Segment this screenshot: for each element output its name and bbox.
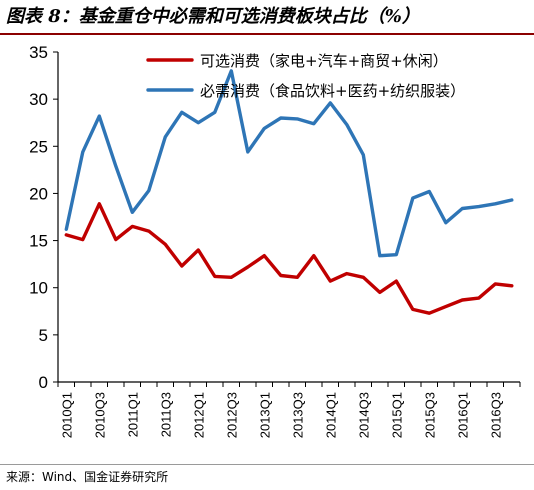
x-tick-label: 2010Q1 [59,392,74,438]
x-tick-label: 2012Q3 [224,392,239,438]
legend-label-2: 必需消费（食品饮料+医药+纺织服装） [200,82,465,100]
y-tick-label: 5 [39,326,48,345]
x-tick-label: 2016Q3 [488,392,503,438]
title-divider [0,33,534,35]
y-tick-label: 35 [29,43,48,62]
x-tick-label: 2012Q1 [191,392,206,438]
x-tick-label: 2013Q3 [290,392,305,438]
x-tick-label: 2010Q3 [92,392,107,438]
x-tick-label: 2015Q1 [389,392,404,438]
y-tick-label: 0 [39,373,48,392]
y-tick-label: 20 [29,184,48,203]
series-line-1 [64,202,514,315]
x-tick-label: 2016Q1 [455,392,470,438]
line-chart: 0 5 10 15 20 25 30 35 2010Q1 2010Q3 2011Q1 2011Q3 20… [29,43,521,438]
footer-divider [0,464,534,465]
x-tick-label: 2014Q3 [356,392,371,438]
chart-title: 图表 8：基金重仓中必需和可选消费板块占比（%） [6,6,420,27]
legend-label-1: 可选消费（家电+汽车+商贸+休闲） [200,52,448,70]
x-tick-label: 2014Q1 [323,392,338,438]
y-tick-label: 10 [29,279,48,298]
source-note: 来源：Wind、国金证券研究所 [6,470,169,484]
y-tick-label: 15 [29,232,48,251]
series-line-2 [64,69,514,258]
x-tick-label: 2013Q1 [257,392,272,438]
y-tick-label: 25 [29,137,48,156]
x-tick-label: 2011Q1 [125,392,140,437]
x-tick-label: 2015Q3 [422,392,437,438]
x-tick-label: 2011Q3 [158,392,173,437]
y-tick-label: 30 [29,90,48,109]
